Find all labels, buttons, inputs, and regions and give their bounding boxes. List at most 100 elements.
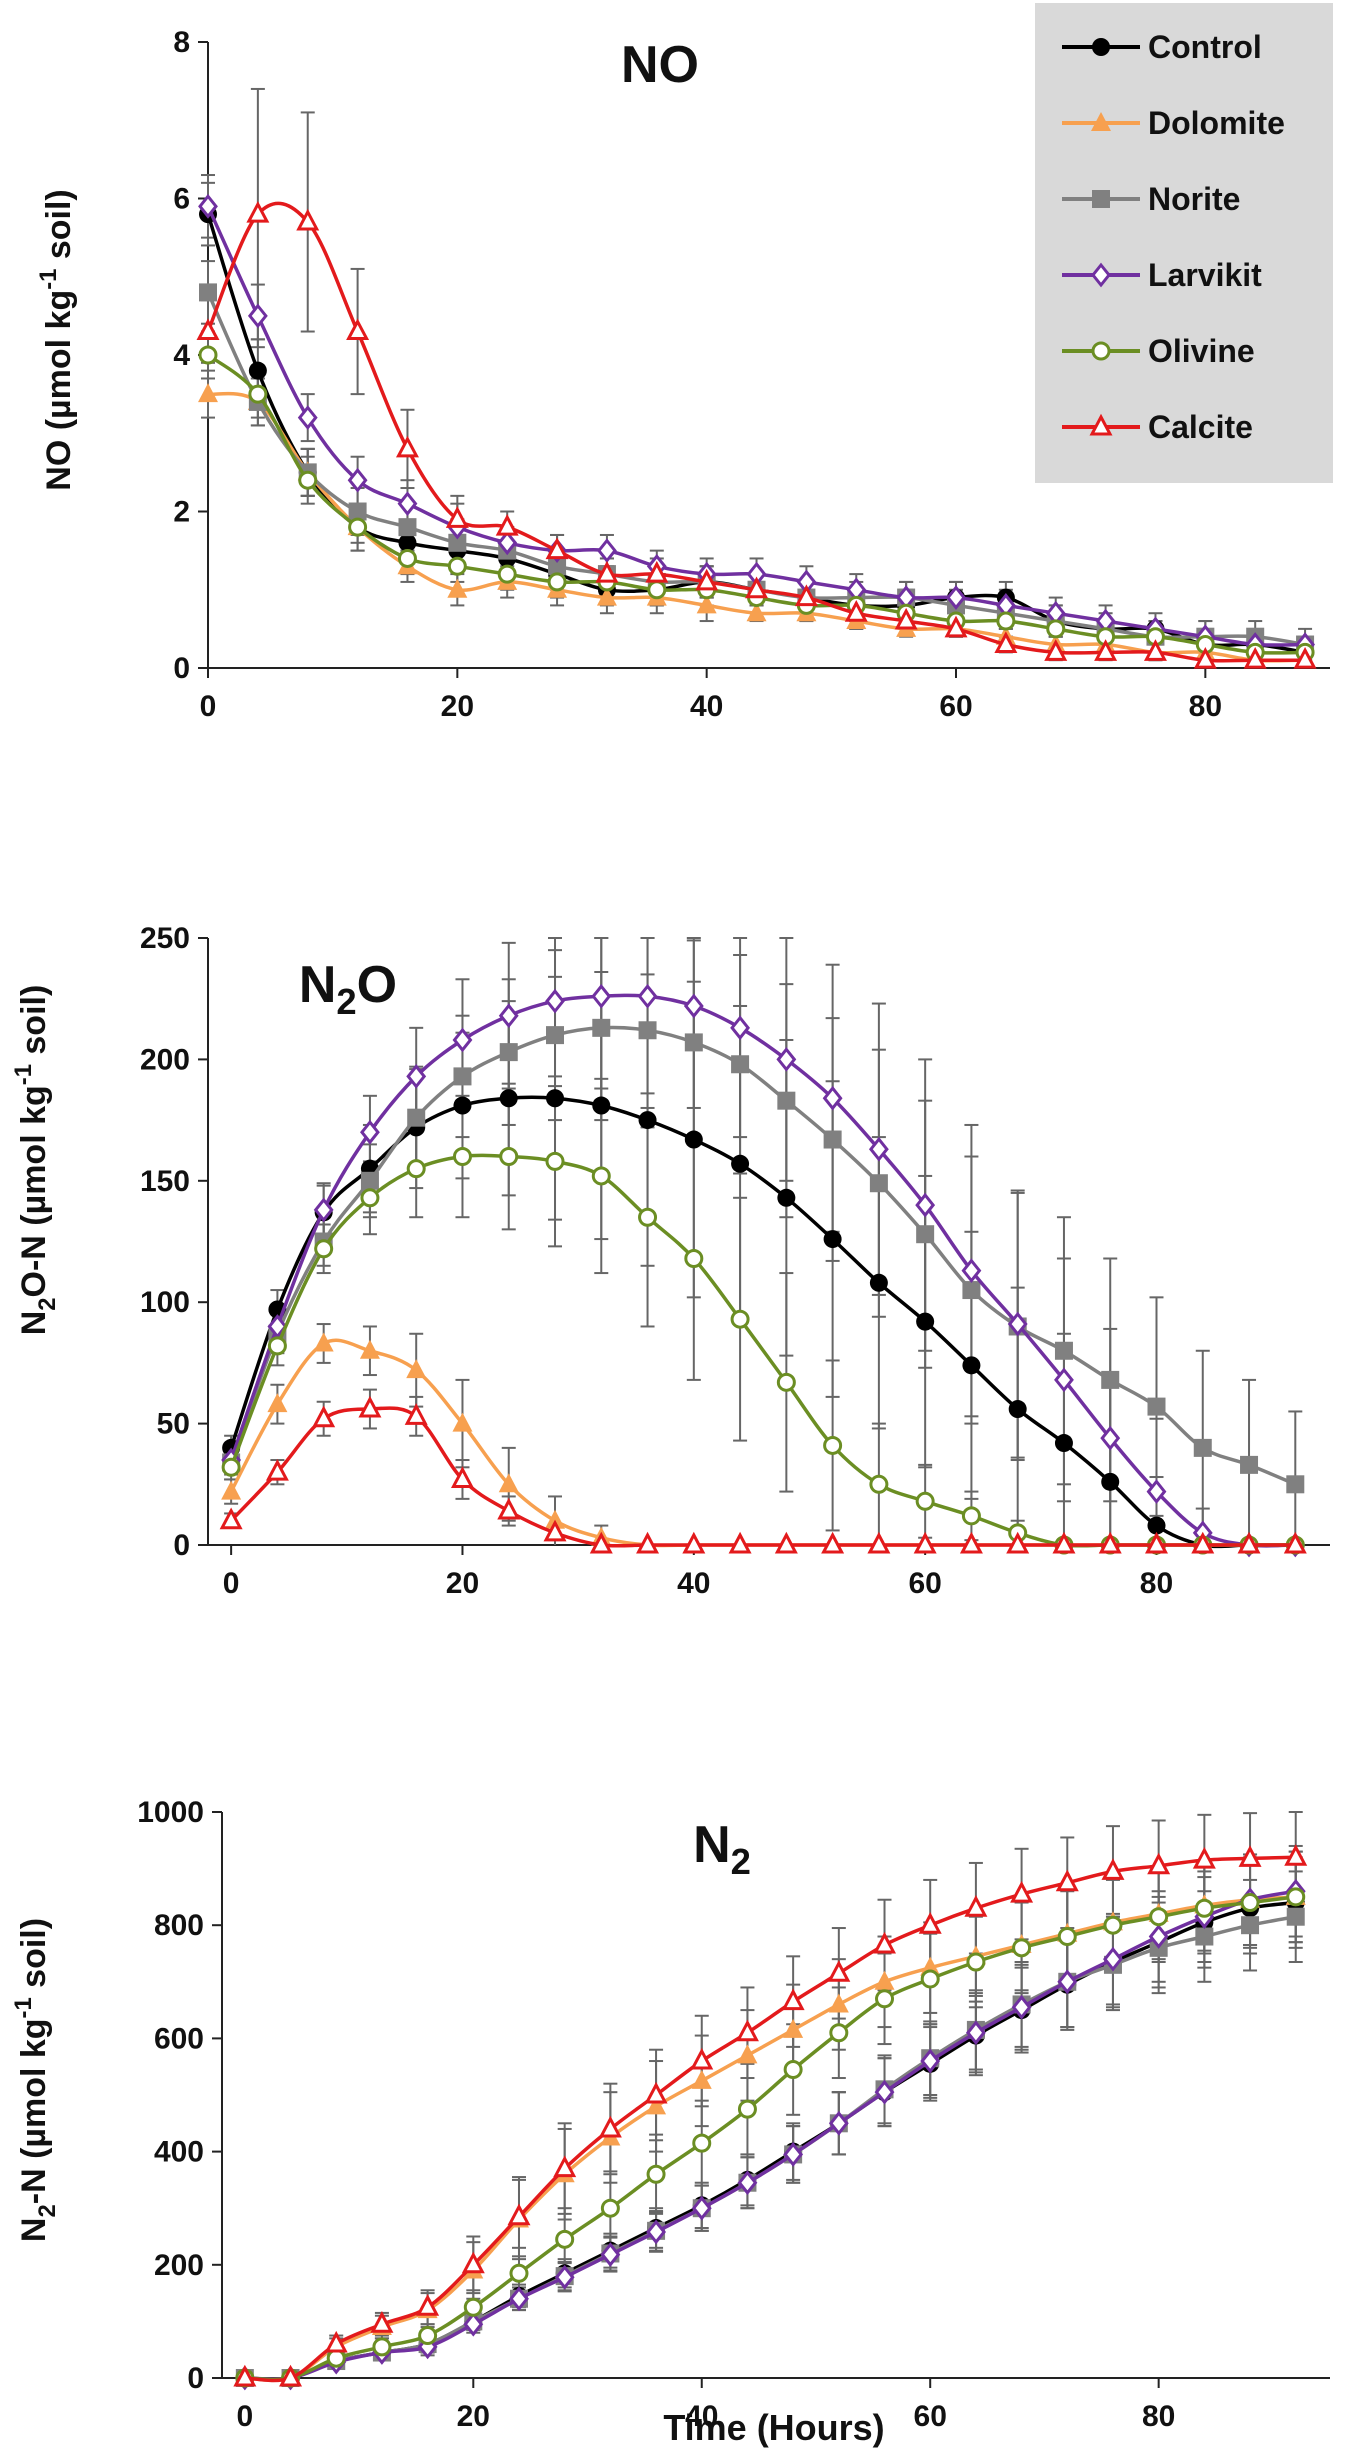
legend-entry-dolomite: Dolomite — [1062, 105, 1285, 141]
olivine-point — [397, 548, 417, 568]
calcite-point — [894, 607, 918, 630]
larvikit-point — [360, 1119, 380, 1145]
norite-point — [1193, 1438, 1212, 1457]
ylabel-part: soil) — [15, 985, 53, 1064]
n2o-plot-area: 0 50 100 150 200 250 0 20 40 60 80 — [140, 922, 1330, 1600]
olivine-point — [555, 2229, 575, 2249]
norite-point — [1101, 1370, 1120, 1389]
x-tick-label: 0 — [200, 690, 217, 723]
calcite-point — [233, 2364, 257, 2387]
larvikit-point — [463, 2311, 484, 2337]
n2o-panel-title: N2O — [299, 956, 397, 1022]
olivine-point — [869, 1474, 889, 1494]
n2o-y-axis-label: N2O-N (µmol kg-1 soil) — [10, 985, 61, 1336]
norite-point — [398, 518, 417, 537]
norite-point — [453, 1067, 472, 1086]
olivine-point — [499, 1147, 519, 1167]
legend-norite-point — [1092, 190, 1110, 208]
series-olivine — [221, 1147, 1305, 1555]
norite-point — [638, 1021, 657, 1040]
x-tick-label: 80 — [1142, 2400, 1175, 2433]
norite-point — [1054, 1341, 1073, 1360]
x-tick-label: 0 — [237, 2400, 254, 2433]
error-bars — [224, 937, 1303, 1545]
calcite-point — [598, 2115, 622, 2138]
series-olivine — [235, 1887, 1306, 2388]
norite-point — [962, 1281, 981, 1300]
norite-point — [731, 1055, 750, 1074]
larvikit-point — [1057, 1969, 1078, 1995]
olivine-point — [298, 470, 318, 490]
dolomite-point — [596, 586, 617, 606]
control-point — [962, 1356, 981, 1375]
norite-point — [823, 1130, 842, 1149]
series-calcite — [233, 1844, 1308, 2387]
series-calcite — [196, 200, 1317, 669]
larvikit-point — [297, 405, 318, 431]
y-tick-label: 4 — [173, 339, 190, 372]
calcite-point — [1293, 646, 1317, 669]
calcite-point — [728, 1531, 752, 1554]
y-tick-label: 400 — [154, 2136, 204, 2169]
series-norite — [222, 1018, 1305, 1494]
olivine-point — [776, 1372, 796, 1392]
dolomite-point — [828, 1993, 849, 2013]
larvikit-point — [683, 993, 704, 1019]
dolomite-point — [198, 383, 218, 403]
norite-point — [869, 1174, 888, 1193]
norite-point — [407, 1108, 426, 1127]
y-tick-label: 0 — [187, 2362, 204, 2395]
control-point — [546, 1089, 565, 1108]
larvikit-point — [822, 1085, 843, 1111]
norite-point — [592, 1018, 611, 1037]
larvikit-point — [915, 1192, 936, 1218]
larvikit-point — [874, 2079, 895, 2105]
ylabel-sup: -1 — [10, 1997, 37, 2018]
series-line-norite — [229, 1025, 1296, 1486]
calcite-point — [1243, 646, 1267, 669]
series-line-olivine — [244, 1895, 1296, 2382]
olivine-point — [920, 1969, 940, 1989]
olivine-point — [646, 2164, 666, 2184]
legend-label: Control — [1148, 29, 1262, 65]
olivine-point — [737, 2099, 757, 2119]
series-line-olivine — [229, 1153, 1296, 1548]
larvikit-point — [783, 2142, 804, 2167]
dolomite-point — [313, 1332, 334, 1352]
norite-point — [348, 502, 367, 521]
legend-label: Norite — [1148, 181, 1240, 217]
olivine-point — [1240, 1893, 1260, 1913]
calcite-point — [1094, 639, 1118, 661]
legend-calcite-point — [1089, 413, 1113, 436]
y-tick-label: 200 — [154, 2249, 204, 2282]
calcite-point — [735, 2019, 759, 2042]
calcite-point — [370, 2311, 394, 2333]
dolomite-point — [783, 2018, 804, 2038]
calcite-point — [1145, 1531, 1168, 1554]
calcite-point — [994, 631, 1018, 654]
larvikit-point — [946, 585, 966, 610]
calcite-point — [695, 568, 719, 591]
larvikit-point — [730, 1015, 751, 1041]
calcite-point — [196, 318, 220, 341]
olivine-point — [638, 1207, 658, 1227]
series-line-calcite — [244, 1855, 1296, 2383]
dolomite-point — [359, 1339, 380, 1359]
calcite-point — [395, 435, 419, 458]
series-dolomite — [234, 1885, 1306, 2386]
legend-entry-calcite: Calcite — [1062, 409, 1253, 445]
calcite-point — [589, 1531, 613, 1554]
dolomite-point — [267, 1393, 288, 1413]
larvikit-point — [545, 988, 565, 1014]
x-tick-label: 20 — [446, 1567, 479, 1600]
olivine-point — [823, 1435, 843, 1455]
olivine-point — [198, 345, 218, 365]
control-point — [248, 361, 267, 380]
norite-point — [1286, 1907, 1305, 1926]
calcite-point — [346, 318, 370, 341]
olivine-point — [418, 2326, 438, 2346]
larvikit-point — [828, 2110, 849, 2136]
calcite-point — [918, 1911, 942, 1934]
legend-dolomite-point — [1091, 112, 1111, 131]
